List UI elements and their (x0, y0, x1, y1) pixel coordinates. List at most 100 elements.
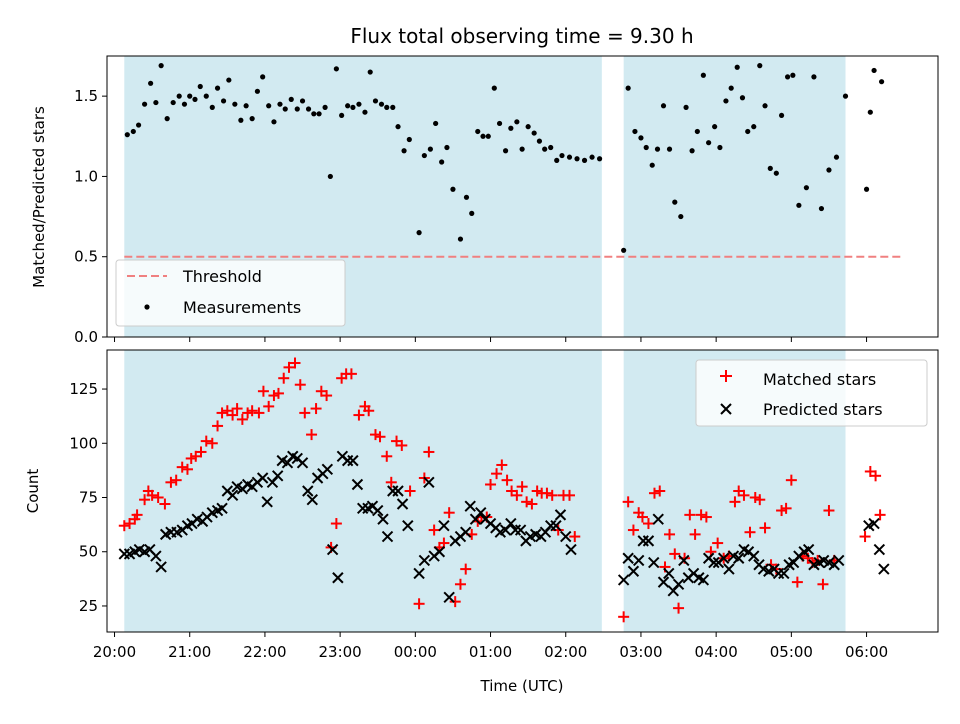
matched-star-point (759, 522, 771, 534)
predicted-star-point (418, 554, 431, 567)
measurement-point (581, 157, 588, 163)
matched-star-point (546, 489, 558, 501)
measurement-point (333, 66, 339, 72)
measurement-point (243, 103, 249, 109)
matched-star-point (146, 489, 158, 501)
y-tick-label: 1.5 (74, 87, 98, 105)
predicted-star-point (438, 520, 450, 532)
x-tick-label: 05:00 (770, 643, 813, 661)
measurement-point (867, 109, 873, 115)
measurement-point (421, 152, 427, 159)
matched-star-point (754, 494, 766, 506)
measurement-point (706, 140, 712, 146)
matched-star-point (627, 524, 639, 536)
matched-star-point (170, 474, 182, 486)
predicted-star-point (833, 554, 845, 567)
matched-star-point (664, 528, 676, 540)
measurement-point (124, 132, 130, 138)
predicted-star-point (150, 550, 162, 562)
measurement-point (232, 101, 238, 107)
measurement-point (209, 104, 215, 110)
predicted-star-point (261, 496, 273, 508)
measurement-point (299, 98, 306, 104)
matched-star-point (501, 474, 513, 486)
measurement-point (356, 101, 362, 107)
measurement-point (294, 106, 300, 112)
measurement-point (672, 199, 678, 205)
measurement-point (203, 93, 209, 99)
predicted-star-point (413, 567, 425, 580)
matched-star-point (299, 407, 311, 419)
measurement-point (260, 74, 266, 80)
matched-star-point (712, 537, 724, 549)
predicted-star-point (302, 485, 314, 497)
matched-star-point (654, 485, 666, 497)
predicted-star-point (802, 543, 815, 556)
predicted-star-point (377, 513, 389, 525)
matched-star-point (622, 496, 634, 508)
matched-star-point (139, 494, 151, 506)
measurement-point (322, 104, 328, 110)
measurement-point (327, 173, 333, 180)
matched-star-point (381, 450, 393, 462)
measurement-point (566, 154, 573, 160)
measurement-point (142, 101, 148, 107)
count-panel: 20:00 21:00 22:00 23:00 00:00 01:00 02:00 03:00… (24, 349, 939, 661)
x-tick-label: 00:00 (394, 643, 437, 661)
matched-star-point (642, 518, 654, 530)
matched-star-point (181, 463, 193, 475)
predicted-star-point (873, 543, 886, 556)
measurement-point (345, 103, 351, 109)
measurement-point (712, 124, 718, 130)
matched-star-point (454, 578, 466, 590)
predicted-star-point (778, 567, 790, 580)
matched-star-point (289, 357, 301, 369)
measurement-point (508, 125, 514, 131)
matched-star-point (870, 470, 882, 482)
measurement-point (214, 85, 221, 91)
measurement-point (220, 98, 227, 104)
y-tick-label: 0.5 (74, 248, 98, 266)
measurement-point (751, 124, 757, 130)
measurement-point (350, 104, 356, 110)
predicted-star-point (748, 550, 760, 562)
predicted-star-point (663, 567, 675, 580)
measurement-point (700, 72, 706, 78)
measurement-point (778, 112, 785, 119)
measurement-point (654, 146, 661, 152)
measurement-point (480, 133, 486, 139)
measurement-point (826, 167, 832, 173)
measurement-point (767, 165, 773, 171)
predicted-star-point (554, 509, 567, 521)
matched-star-point (330, 518, 342, 530)
measurement-point (660, 103, 667, 109)
count-y-axis-label: Count (24, 469, 42, 514)
matched-star-point (491, 468, 503, 480)
x-tick-label: 22:00 (243, 643, 286, 661)
measurement-point (574, 156, 580, 162)
matched-star-point (485, 478, 497, 490)
predicted-star-point (657, 576, 670, 588)
matched-star-point (511, 489, 523, 501)
predicted-star-point (443, 591, 455, 603)
predicted-star-point (617, 574, 630, 586)
predicted-star-point (433, 546, 446, 558)
x-tick-label: 03:00 (619, 643, 662, 661)
matched-star-point (791, 576, 803, 588)
matched-star-point (206, 437, 218, 449)
measurement-point (384, 104, 390, 110)
measurement-point (463, 194, 470, 200)
predicted-star-point (155, 561, 167, 573)
matched-star-point (253, 407, 265, 419)
matched-star-point (374, 431, 386, 443)
predicted-star-point (708, 556, 720, 569)
predicted-star-point (226, 489, 239, 502)
measurement-point (784, 74, 791, 80)
matched-star-point (564, 489, 576, 501)
matched-star-point (636, 511, 648, 523)
measurement-point (694, 128, 700, 135)
y-tick-label: 1.0 (74, 167, 98, 185)
measurement-point (625, 85, 631, 91)
x-axis-label: Time (UTC) (480, 677, 564, 695)
